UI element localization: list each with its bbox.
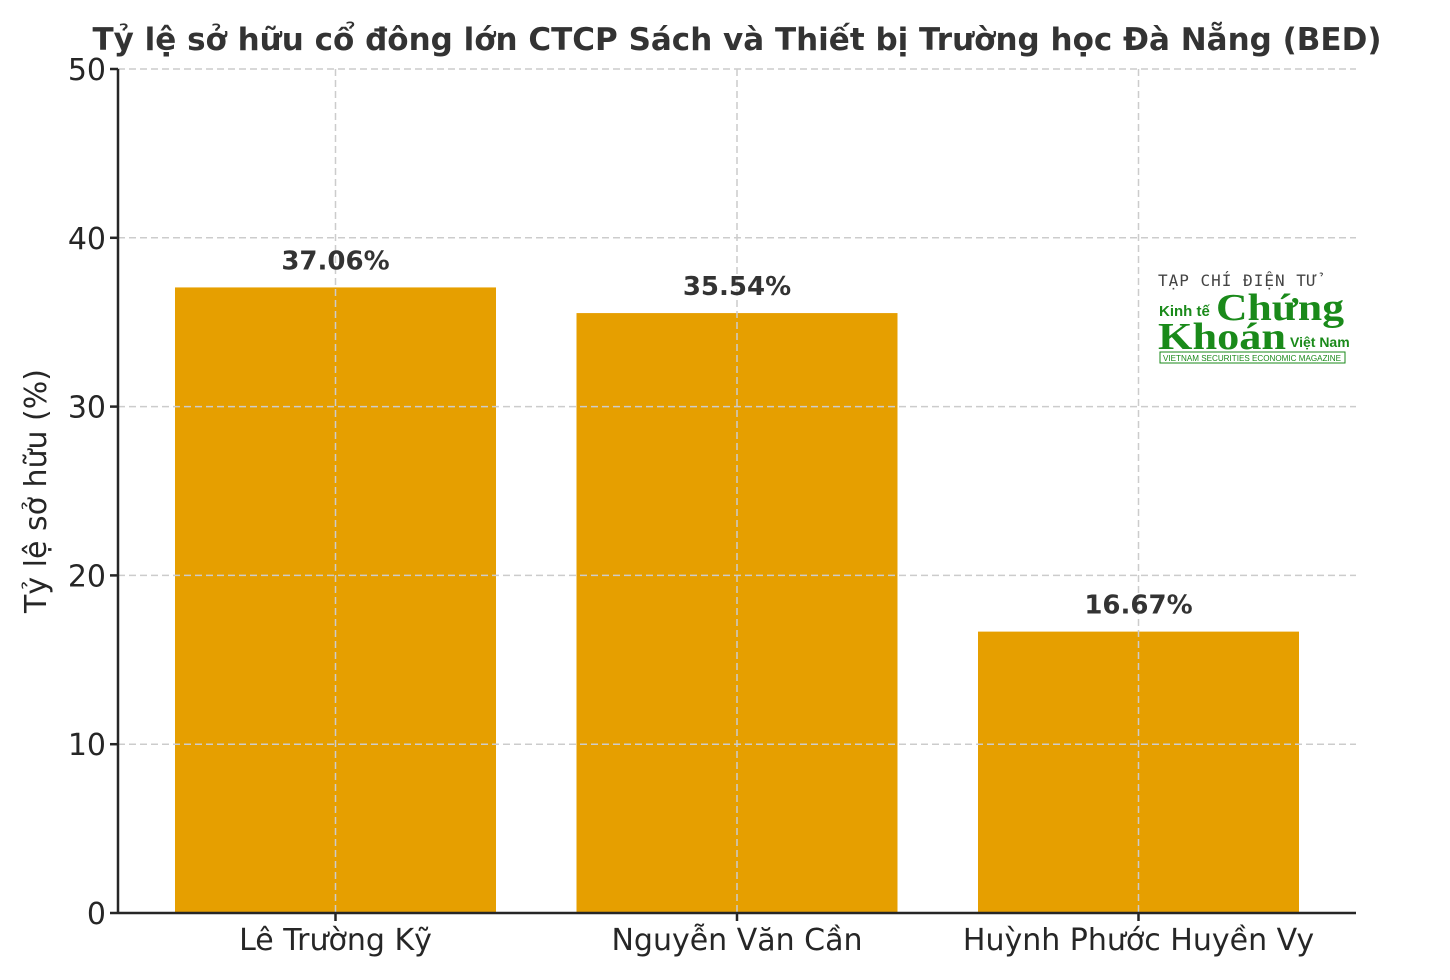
y-tick-label: 0 [87,897,106,932]
y-tick-label: 50 [68,53,106,88]
chart-title: Tỷ lệ sở hữu cổ đông lớn CTCP Sách và Th… [92,22,1381,58]
bar-value-label: 37.06% [281,246,389,276]
value-labels: 37.06% 35.54% 16.67% [281,246,1192,620]
x-tick-label: Lê Trường Kỹ [239,923,432,958]
y-tick-label: 30 [68,391,106,426]
logo-tag-box [1159,351,1346,364]
bar [978,631,1299,913]
y-tick-label: 40 [68,222,106,257]
bar-value-label: 16.67% [1084,591,1192,621]
x-tick-label: Huỳnh Phước Huyền Vy [963,923,1314,958]
logo-top-text: TẠP CHÍ ĐIỆN TỬ [1158,271,1323,290]
x-tick-label: Nguyễn Văn Cần [611,923,862,958]
logo-khoan: Khoán [1158,316,1286,358]
y-tick-label: 10 [68,728,106,763]
watermark-logo: TẠP CHÍ ĐIỆN TỬ Kinh tế Chứng Khoán Việt… [1158,271,1350,364]
logo-chung: Chứng [1216,287,1344,329]
bar-value-label: 35.54% [683,272,791,302]
x-axis-ticks: Lê Trường Kỹ Nguyễn Văn Cần Huỳnh Phước Hu… [239,913,1314,958]
y-axis-ticks: 0 10 20 30 40 50 [68,53,118,932]
logo-viet-nam: Việt Nam [1290,334,1350,350]
grid-lines [118,68,1356,913]
y-tick-label: 20 [68,559,106,594]
logo-tagline: VIETNAM SECURITIES ECONOMIC MAGAZINE [1163,354,1341,363]
y-axis-label: Tỷ lệ sở hữu (%) [19,369,54,614]
logo-kinh-te: Kinh tế [1159,303,1210,320]
